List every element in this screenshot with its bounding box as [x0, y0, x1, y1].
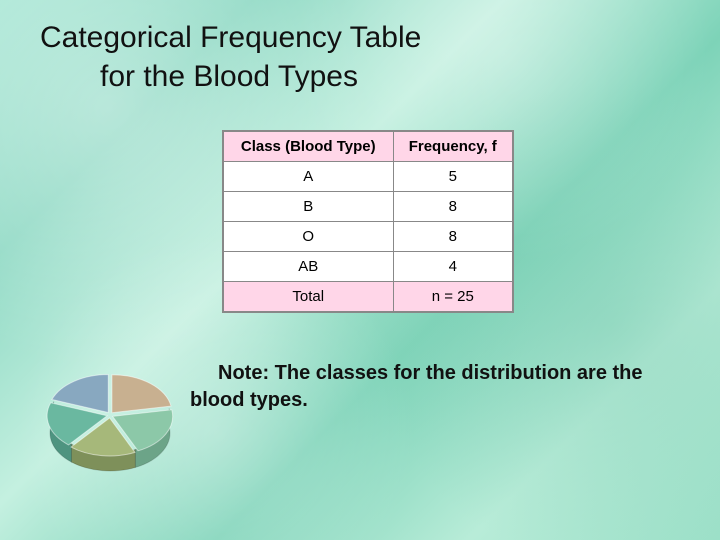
table-row: A 5 [223, 162, 513, 192]
table-total-row: Total n = 25 [223, 282, 513, 313]
header-class: Class (Blood Type) [223, 131, 393, 162]
cell-freq: 8 [393, 192, 513, 222]
cell-freq: 8 [393, 222, 513, 252]
table-row: B 8 [223, 192, 513, 222]
frequency-table: Class (Blood Type) Frequency, f A 5 B 8 … [222, 130, 514, 313]
title-line-2: for the Blood Types [40, 57, 421, 96]
note-text: Note: The classes for the distribution a… [190, 360, 690, 414]
cell-class: AB [223, 252, 393, 282]
cell-freq: 4 [393, 252, 513, 282]
cell-class: O [223, 222, 393, 252]
table-row: AB 4 [223, 252, 513, 282]
note-content: Note: The classes for the distribution a… [190, 362, 643, 411]
pie-chart-icon [40, 360, 180, 485]
table-row: O 8 [223, 222, 513, 252]
cell-total-value: n = 25 [393, 282, 513, 313]
cell-class: B [223, 192, 393, 222]
cell-freq: 5 [393, 162, 513, 192]
cell-class: A [223, 162, 393, 192]
header-frequency: Frequency, f [393, 131, 513, 162]
slide-title: Categorical Frequency Table for the Bloo… [40, 18, 421, 96]
title-line-1: Categorical Frequency Table [40, 21, 421, 54]
cell-total-label: Total [223, 282, 393, 313]
table-header-row: Class (Blood Type) Frequency, f [223, 131, 513, 162]
